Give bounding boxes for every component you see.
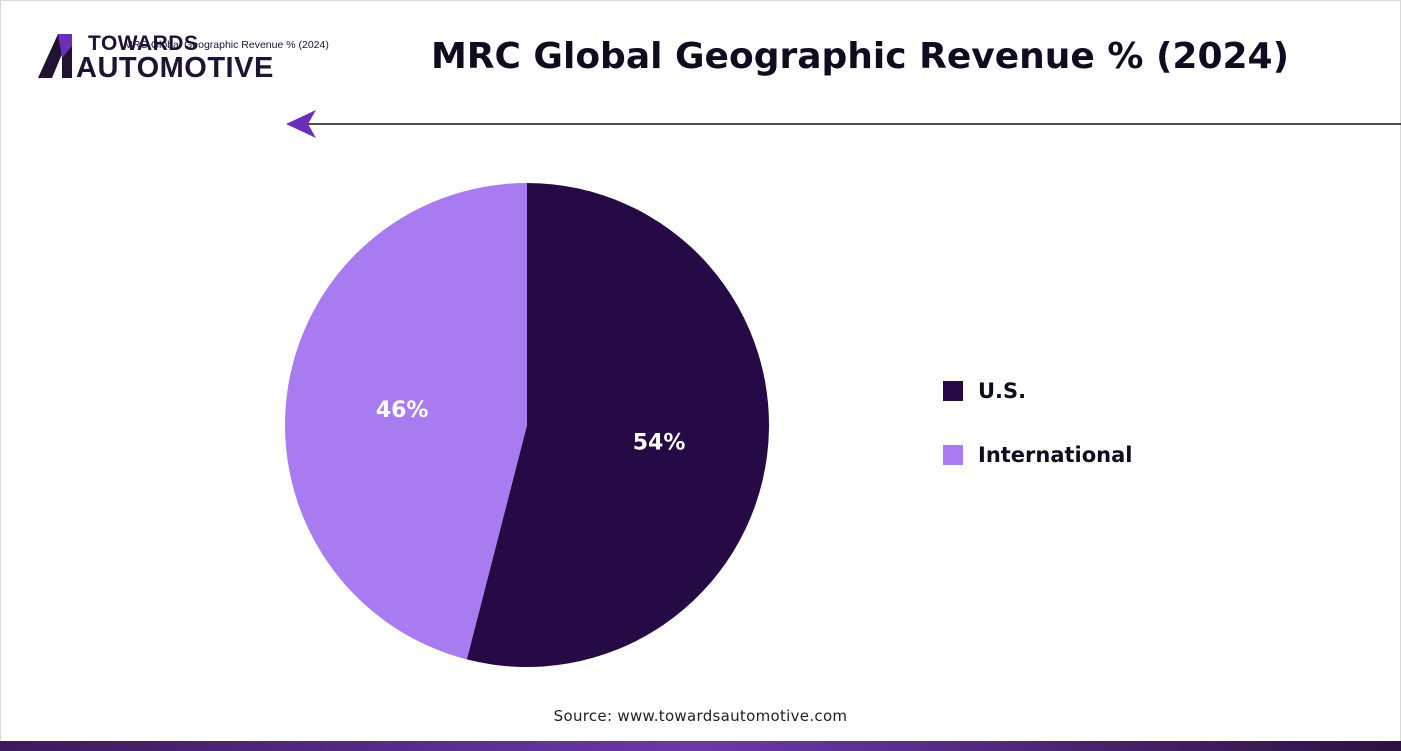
source-note: Source: www.towardsautomotive.com [553, 707, 848, 725]
legend-label-international: International [978, 443, 1133, 467]
title-underline-arrow [286, 110, 1401, 138]
legend-item-international: International [943, 440, 1133, 470]
slice-label-international: 46% [376, 398, 429, 423]
logo-overlay-text: MRC Global Geographic Revenue % (2024) [124, 39, 329, 51]
logo-mark-icon [38, 34, 72, 78]
towards-automotive-logo: TOWARDS MRC Global Geographic Revenue % … [36, 32, 329, 84]
legend-swatch-international [943, 445, 963, 465]
pie-slice-u-s [466, 183, 770, 667]
legend-label-us: U.S. [978, 379, 1027, 403]
logo-text-top: TOWARDS [88, 32, 199, 55]
pie-slice-international [285, 183, 527, 660]
bottom-accent-bar [0, 741, 1401, 751]
pie-slices: 54% 46% [285, 183, 770, 667]
chart-title: MRC Global Geographic Revenue % (2024) [430, 36, 1290, 77]
logo-text-bottom: AUTOMOTIVE [76, 52, 274, 84]
chart-legend: U.S. International [943, 376, 1133, 504]
legend-item-us: U.S. [943, 376, 1133, 406]
legend-swatch-us [943, 381, 963, 401]
arrow-left-icon [286, 110, 316, 138]
slice-label-u-s: 54% [633, 431, 686, 456]
